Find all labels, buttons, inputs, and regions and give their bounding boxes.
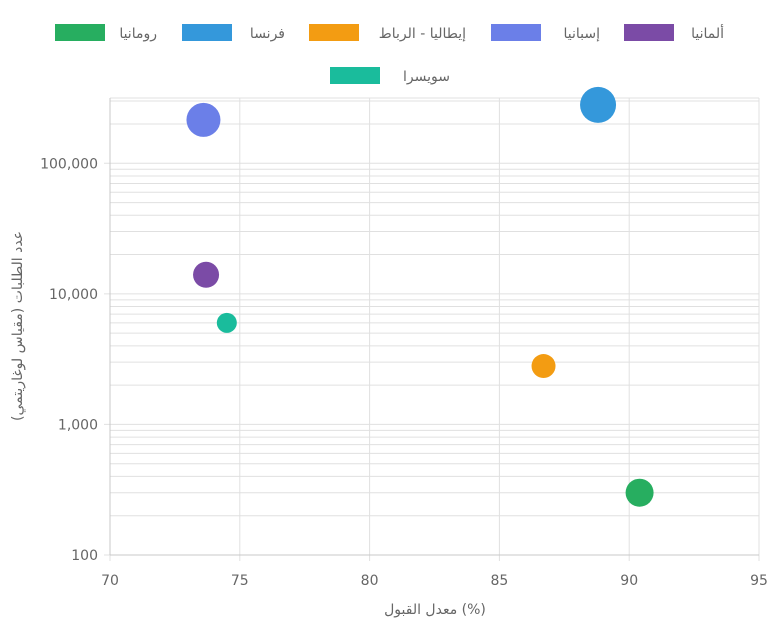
- legend-swatch: [309, 24, 359, 41]
- legend-label: رومانيا: [119, 26, 157, 42]
- y-tick-label: 100,000: [40, 156, 98, 172]
- legend-swatch: [491, 24, 541, 41]
- y-tick-label: 100: [71, 548, 98, 564]
- legend-item: رومانيا: [55, 24, 157, 42]
- legend-item: فرنسا: [182, 24, 285, 42]
- data-point: [216, 312, 237, 333]
- grid-lines: [104, 97, 760, 561]
- legend-label: فرنسا: [250, 26, 285, 42]
- data-point: [625, 478, 654, 507]
- axes: [109, 98, 759, 556]
- legend-swatch: [330, 67, 380, 84]
- y-tick-label: 10,000: [49, 287, 98, 303]
- data-points: [186, 86, 654, 507]
- x-tick-label: 95: [750, 573, 768, 589]
- legend-label: سويسرا: [403, 69, 450, 85]
- x-tick-label: 75: [231, 573, 249, 589]
- y-axis-label: عدد الطلبات (مقياس لوغاريتمي): [10, 231, 26, 421]
- x-tick-label: 80: [361, 573, 379, 589]
- legend-item: إسبانيا: [491, 24, 600, 42]
- legend-label: إسبانيا: [564, 26, 601, 42]
- y-tick-label: 1,000: [58, 417, 98, 433]
- data-point: [193, 261, 220, 288]
- x-tick-label: 85: [490, 573, 508, 589]
- data-point: [531, 354, 556, 379]
- legend-item: إيطاليا - الرباط: [309, 24, 466, 42]
- y-axis-ticks: 100 1,000 10,000 100,000: [40, 156, 98, 564]
- x-axis-label: معدل القبول (%): [384, 602, 486, 618]
- legend-swatch: [182, 24, 232, 41]
- legend-label: إيطاليا - الرباط: [379, 26, 466, 42]
- legend-label: ألمانيا: [691, 24, 724, 42]
- x-axis-ticks: 70 75 80 85 90 95: [101, 573, 768, 589]
- legend-swatch: [624, 24, 674, 41]
- x-tick-label: 90: [620, 573, 638, 589]
- data-point: [186, 102, 221, 137]
- x-tick-label: 70: [101, 573, 119, 589]
- legend-item: ألمانيا: [624, 24, 724, 42]
- legend-item: سويسرا: [330, 67, 450, 85]
- data-point: [580, 86, 617, 123]
- legend: رومانيا فرنسا إيطاليا - الرباط إسبانيا ألمان…: [55, 24, 724, 85]
- legend-swatch: [55, 24, 105, 41]
